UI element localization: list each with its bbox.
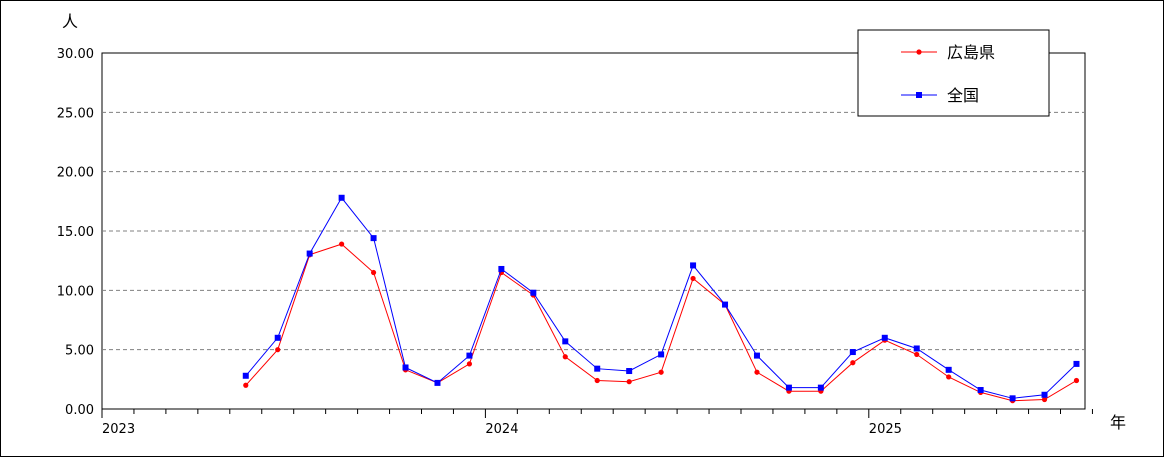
data-point (913, 345, 920, 352)
data-point (754, 369, 760, 375)
data-point (466, 361, 473, 367)
data-point (530, 289, 537, 296)
y-tick-label: 0.00 (65, 403, 94, 418)
data-point (339, 241, 345, 247)
data-point (594, 377, 600, 384)
y-unit-label: 人 (62, 12, 78, 31)
data-point (946, 374, 952, 380)
data-point (370, 235, 377, 242)
x-axis: 2023 2024 2025 (101, 409, 1093, 437)
data-point (594, 365, 601, 372)
data-point (977, 387, 984, 394)
data-point (562, 338, 569, 345)
data-point (242, 372, 249, 379)
data-point (626, 368, 633, 375)
data-point (849, 349, 856, 356)
data-point (434, 379, 441, 386)
data-point (402, 364, 409, 371)
data-point (945, 366, 952, 373)
data-point (498, 265, 505, 272)
x-tick-label: 2025 (869, 422, 902, 437)
data-point (370, 269, 377, 276)
data-point (466, 352, 473, 359)
data-point (850, 360, 856, 366)
data-point (785, 384, 792, 391)
data-point (881, 334, 888, 341)
data-point (1009, 395, 1016, 402)
data-point (690, 275, 696, 282)
y-axis: 0.00 5.00 10.00 15.00 20.00 25.00 30.00 (57, 47, 94, 418)
data-point (626, 379, 632, 385)
legend: 広島県 全国 (857, 29, 1050, 117)
y-tick-label: 25.00 (57, 106, 94, 121)
legend-marker-national (916, 92, 922, 98)
data-point (1073, 360, 1080, 367)
y-tick-label: 10.00 (57, 284, 94, 299)
data-point (914, 351, 920, 358)
legend-marker-hiroshima (916, 49, 922, 55)
data-point (274, 334, 281, 341)
data-point (1041, 396, 1048, 403)
y-tick-label: 15.00 (57, 225, 94, 240)
data-point (817, 384, 824, 391)
data-point (753, 352, 760, 359)
legend-label-hiroshima: 広島県 (947, 43, 995, 62)
data-point (1041, 391, 1048, 398)
series-group (242, 194, 1080, 404)
legend-box (857, 29, 1050, 117)
data-point (306, 250, 313, 257)
legend-label-national: 全国 (947, 86, 979, 105)
data-point (338, 194, 345, 201)
y-tick-label: 30.00 (57, 47, 94, 62)
y-tick-label: 20.00 (57, 166, 94, 181)
data-point (243, 382, 249, 388)
data-point (562, 354, 568, 360)
data-point (722, 301, 729, 308)
y-tick-label: 5.00 (65, 344, 94, 359)
data-point (690, 262, 697, 269)
data-point (275, 347, 281, 353)
x-tick-label: 2024 (485, 422, 518, 437)
data-point (658, 351, 665, 358)
data-point (658, 369, 664, 375)
data-point (1073, 377, 1080, 384)
x-unit-label: 年 (1110, 413, 1126, 432)
x-tick-label: 2023 (102, 422, 135, 437)
